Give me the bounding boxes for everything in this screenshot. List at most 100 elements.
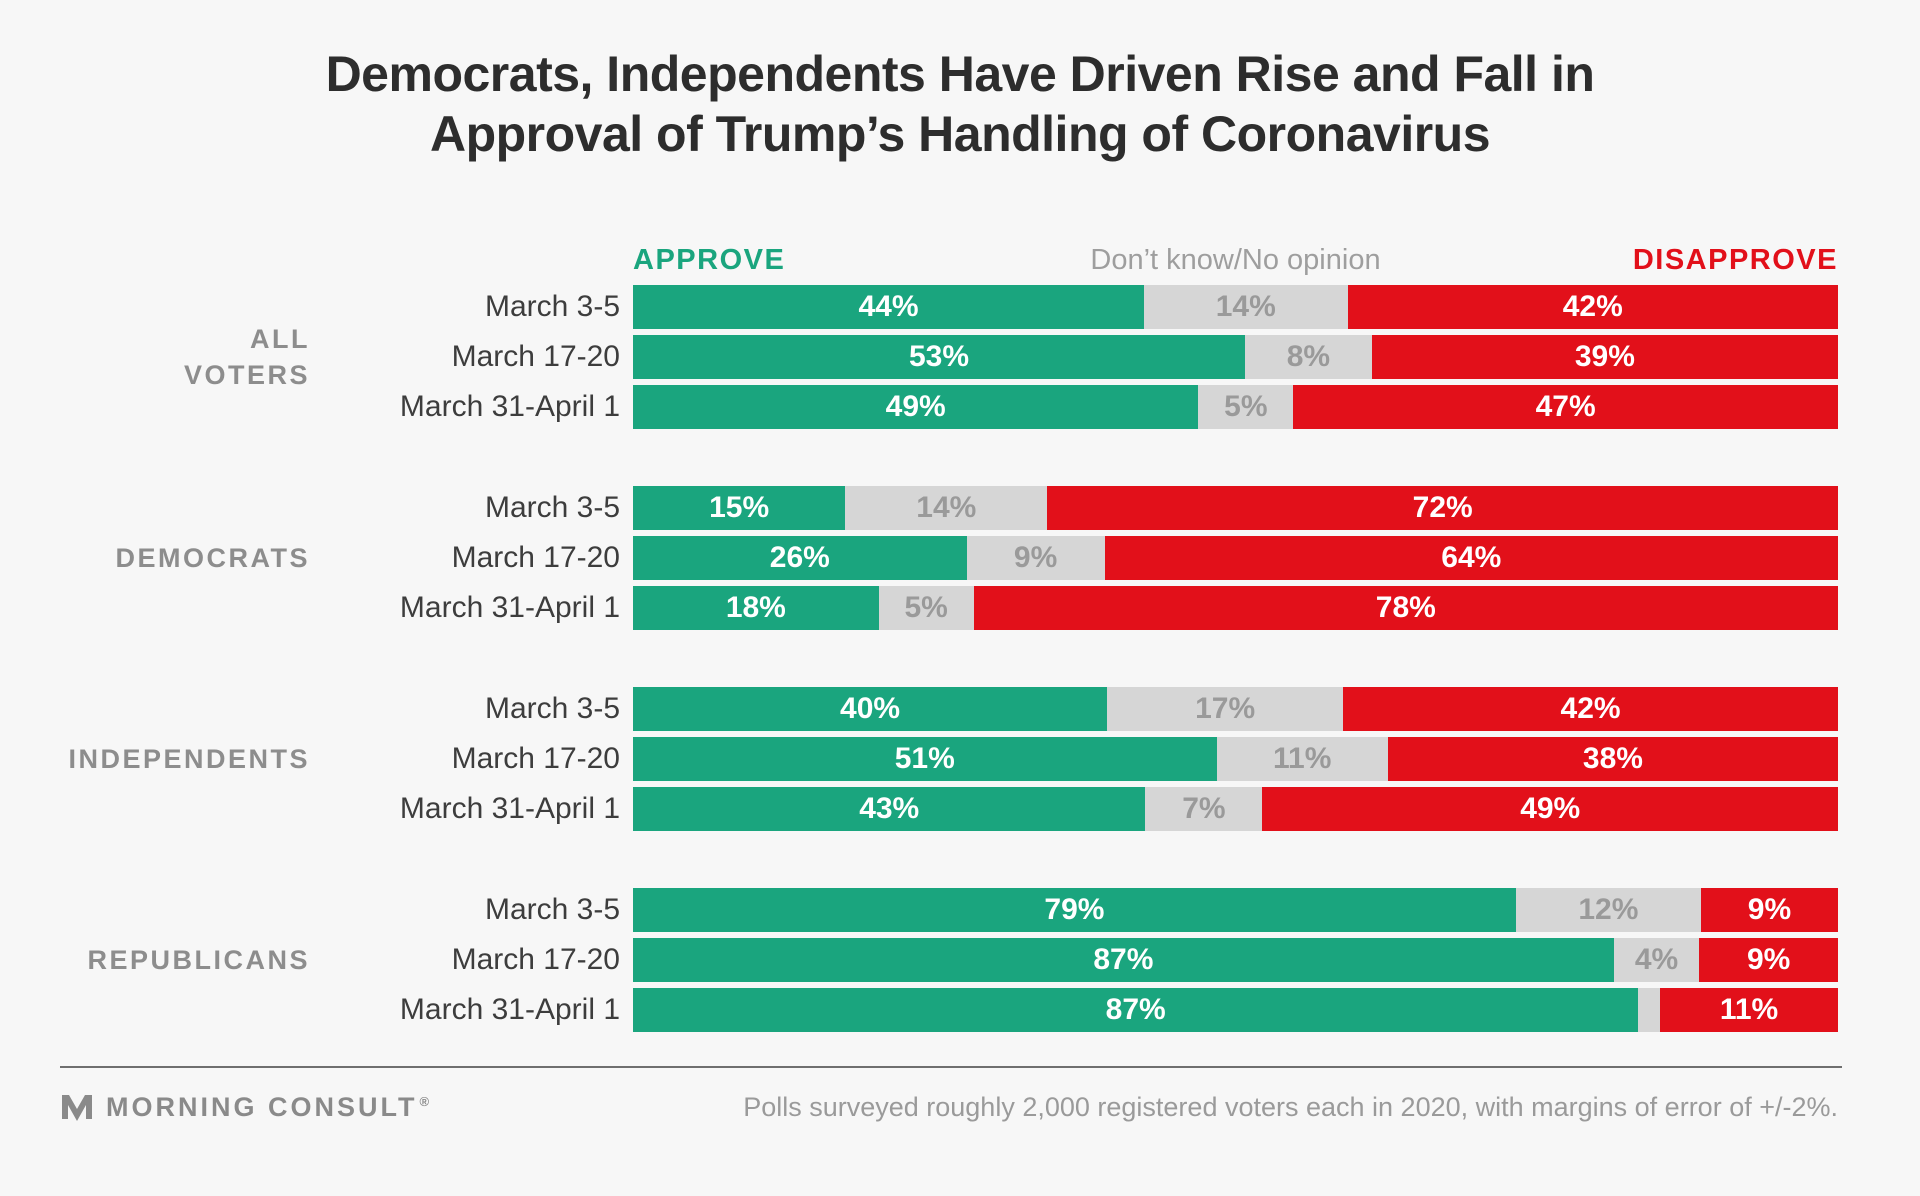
disapprove-value-label: 78% bbox=[1375, 591, 1436, 624]
row-date-label: March 3-5 bbox=[484, 290, 620, 323]
approve-value-label: 87% bbox=[1093, 943, 1154, 976]
disapprove-segment: 39% bbox=[1371, 335, 1838, 379]
dk-segment: 14% bbox=[1143, 285, 1348, 329]
group-label: DEMOCRATS bbox=[115, 542, 310, 573]
bar-row: March 17-20 53% 8% 39% bbox=[310, 335, 1920, 379]
row-date-label: March 3-5 bbox=[484, 893, 620, 926]
approve-segment: 18% bbox=[633, 586, 879, 630]
bar-row: March 17-20 87% 4% 9% bbox=[310, 938, 1920, 982]
dk-segment: 11% bbox=[1216, 737, 1388, 781]
bar-row: March 31-April 1 87% 11% bbox=[310, 988, 1920, 1032]
approve-value-label: 15% bbox=[709, 491, 770, 524]
stacked-bar: 87% 11% bbox=[633, 988, 1838, 1032]
dk-segment: 5% bbox=[878, 586, 974, 630]
disapprove-segment: 78% bbox=[973, 586, 1838, 630]
dk-segment: 14% bbox=[845, 486, 1048, 530]
dk-value-label: 14% bbox=[1215, 290, 1276, 323]
approve-segment: 44% bbox=[633, 285, 1144, 329]
disapprove-value-label: 49% bbox=[1520, 792, 1581, 825]
group-rows: March 3-5 44% 14% 42% March 17-20 53% 8% 39% Mar… bbox=[310, 285, 1920, 429]
disapprove-segment: 9% bbox=[1700, 888, 1838, 932]
dk-segment: 12% bbox=[1515, 888, 1701, 932]
footer: MORNING CONSULT ® Polls surveyed roughly … bbox=[60, 1090, 1838, 1124]
bar-row: March 31-April 1 43% 7% 49% bbox=[310, 787, 1920, 831]
dk-segment: 9% bbox=[966, 536, 1105, 580]
bar-row: March 17-20 51% 11% 38% bbox=[310, 737, 1920, 781]
dk-segment: 5% bbox=[1198, 385, 1294, 429]
infographic-page: Democrats, Independents Have Driven Rise… bbox=[0, 44, 1920, 1196]
stacked-bar: 49% 5% 47% bbox=[633, 385, 1839, 429]
stacked-bar: 51% 11% 38% bbox=[633, 737, 1838, 781]
disapprove-value-label: 42% bbox=[1562, 290, 1623, 323]
row-date-label: March 3-5 bbox=[484, 692, 620, 725]
approve-value-label: 51% bbox=[894, 742, 955, 775]
dk-value-label: 11% bbox=[1273, 742, 1332, 775]
approve-segment: 87% bbox=[633, 938, 1614, 982]
approve-segment: 43% bbox=[633, 787, 1146, 831]
disapprove-segment: 11% bbox=[1660, 988, 1838, 1032]
row-date-label: March 31-April 1 bbox=[399, 591, 620, 624]
disapprove-segment: 49% bbox=[1262, 787, 1838, 831]
group-label: REPUBLICANS bbox=[87, 944, 310, 975]
disapprove-value-label: 9% bbox=[1747, 893, 1792, 926]
morning-consult-m-icon bbox=[62, 1095, 92, 1121]
row-date-label: March 31-April 1 bbox=[399, 993, 620, 1026]
dk-value-label: 14% bbox=[916, 491, 977, 524]
disapprove-value-label: 72% bbox=[1412, 491, 1473, 524]
dk-segment: 4% bbox=[1613, 938, 1700, 982]
approve-segment: 79% bbox=[633, 888, 1516, 932]
disapprove-value-label: 9% bbox=[1747, 943, 1791, 976]
row-date-label: March 31-April 1 bbox=[399, 792, 620, 825]
stacked-bar: 18% 5% 78% bbox=[633, 586, 1838, 630]
approve-segment: 26% bbox=[633, 536, 967, 580]
dk-value-label: 4% bbox=[1634, 943, 1679, 976]
group-rows: March 3-5 79% 12% 9% March 17-20 87% 4% 9% March… bbox=[310, 888, 1920, 1032]
disapprove-value-label: 38% bbox=[1582, 742, 1643, 775]
approve-value-label: 26% bbox=[769, 541, 830, 574]
dk-value-label: 17% bbox=[1195, 692, 1256, 725]
disapprove-segment: 64% bbox=[1104, 536, 1838, 580]
disapprove-value-label: 42% bbox=[1560, 692, 1621, 725]
row-date-label: March 17-20 bbox=[451, 541, 620, 574]
approve-value-label: 49% bbox=[885, 390, 946, 423]
morning-consult-logo: MORNING CONSULT ® bbox=[60, 1090, 432, 1124]
bar-row: March 31-April 1 49% 5% 47% bbox=[310, 385, 1920, 429]
stacked-bar: 44% 14% 42% bbox=[633, 285, 1838, 329]
bar-row: March 17-20 26% 9% 64% bbox=[310, 536, 1920, 580]
dk-segment: 17% bbox=[1107, 687, 1344, 731]
chart-title-line1: Democrats, Independents Have Driven Rise… bbox=[325, 46, 1595, 102]
logo-wordmark: MORNING CONSULT ® bbox=[106, 1091, 433, 1122]
dk-value-label: 12% bbox=[1578, 893, 1639, 926]
approve-segment: 51% bbox=[633, 737, 1217, 781]
row-date-label: March 3-5 bbox=[484, 491, 620, 524]
approve-value-label: 44% bbox=[858, 290, 919, 323]
dk-value-label: 5% bbox=[1224, 390, 1268, 423]
bar-row: March 3-5 15% 14% 72% bbox=[310, 486, 1920, 530]
voter-group: INDEPENDENTS March 3-5 40% 17% 42% March 17-2… bbox=[0, 687, 1920, 831]
stacked-bar: 53% 8% 39% bbox=[633, 335, 1838, 379]
disapprove-segment: 9% bbox=[1699, 938, 1838, 982]
footer-divider bbox=[60, 1066, 1842, 1068]
stacked-bar: 40% 17% 42% bbox=[633, 687, 1838, 731]
disapprove-segment: 38% bbox=[1387, 737, 1838, 781]
group-label: ALL VOTERS bbox=[183, 323, 310, 390]
chart-title-line2: Approval of Trump’s Handling of Coronavi… bbox=[429, 106, 1491, 162]
approve-value-label: 40% bbox=[840, 692, 901, 725]
chart-title: Democrats, Independents Have Driven Rise… bbox=[40, 44, 1880, 164]
row-date-label: March 17-20 bbox=[451, 340, 620, 373]
dk-segment: 7% bbox=[1145, 787, 1263, 831]
approve-segment: 15% bbox=[633, 486, 846, 530]
approve-value-label: 18% bbox=[725, 591, 786, 624]
voter-group: REPUBLICANS March 3-5 79% 12% 9% March 17-20 8… bbox=[0, 888, 1920, 1032]
group-rows: March 3-5 15% 14% 72% March 17-20 26% 9% 64% Mar… bbox=[310, 486, 1920, 630]
disapprove-value-label: 64% bbox=[1441, 541, 1502, 574]
dk-segment: 8% bbox=[1245, 335, 1372, 379]
group-label: INDEPENDENTS bbox=[68, 743, 310, 774]
voter-group: DEMOCRATS March 3-5 15% 14% 72% March 17-20 26… bbox=[0, 486, 1920, 630]
approve-segment: 87% bbox=[633, 988, 1639, 1032]
dk-segment bbox=[1638, 988, 1661, 1032]
methodology-note: Polls surveyed roughly 2,000 registered … bbox=[743, 1091, 1838, 1122]
registered-trademark-symbol: ® bbox=[419, 1093, 433, 1109]
dk-value-label: 8% bbox=[1286, 340, 1331, 373]
dk-value-label: 9% bbox=[1013, 541, 1058, 574]
